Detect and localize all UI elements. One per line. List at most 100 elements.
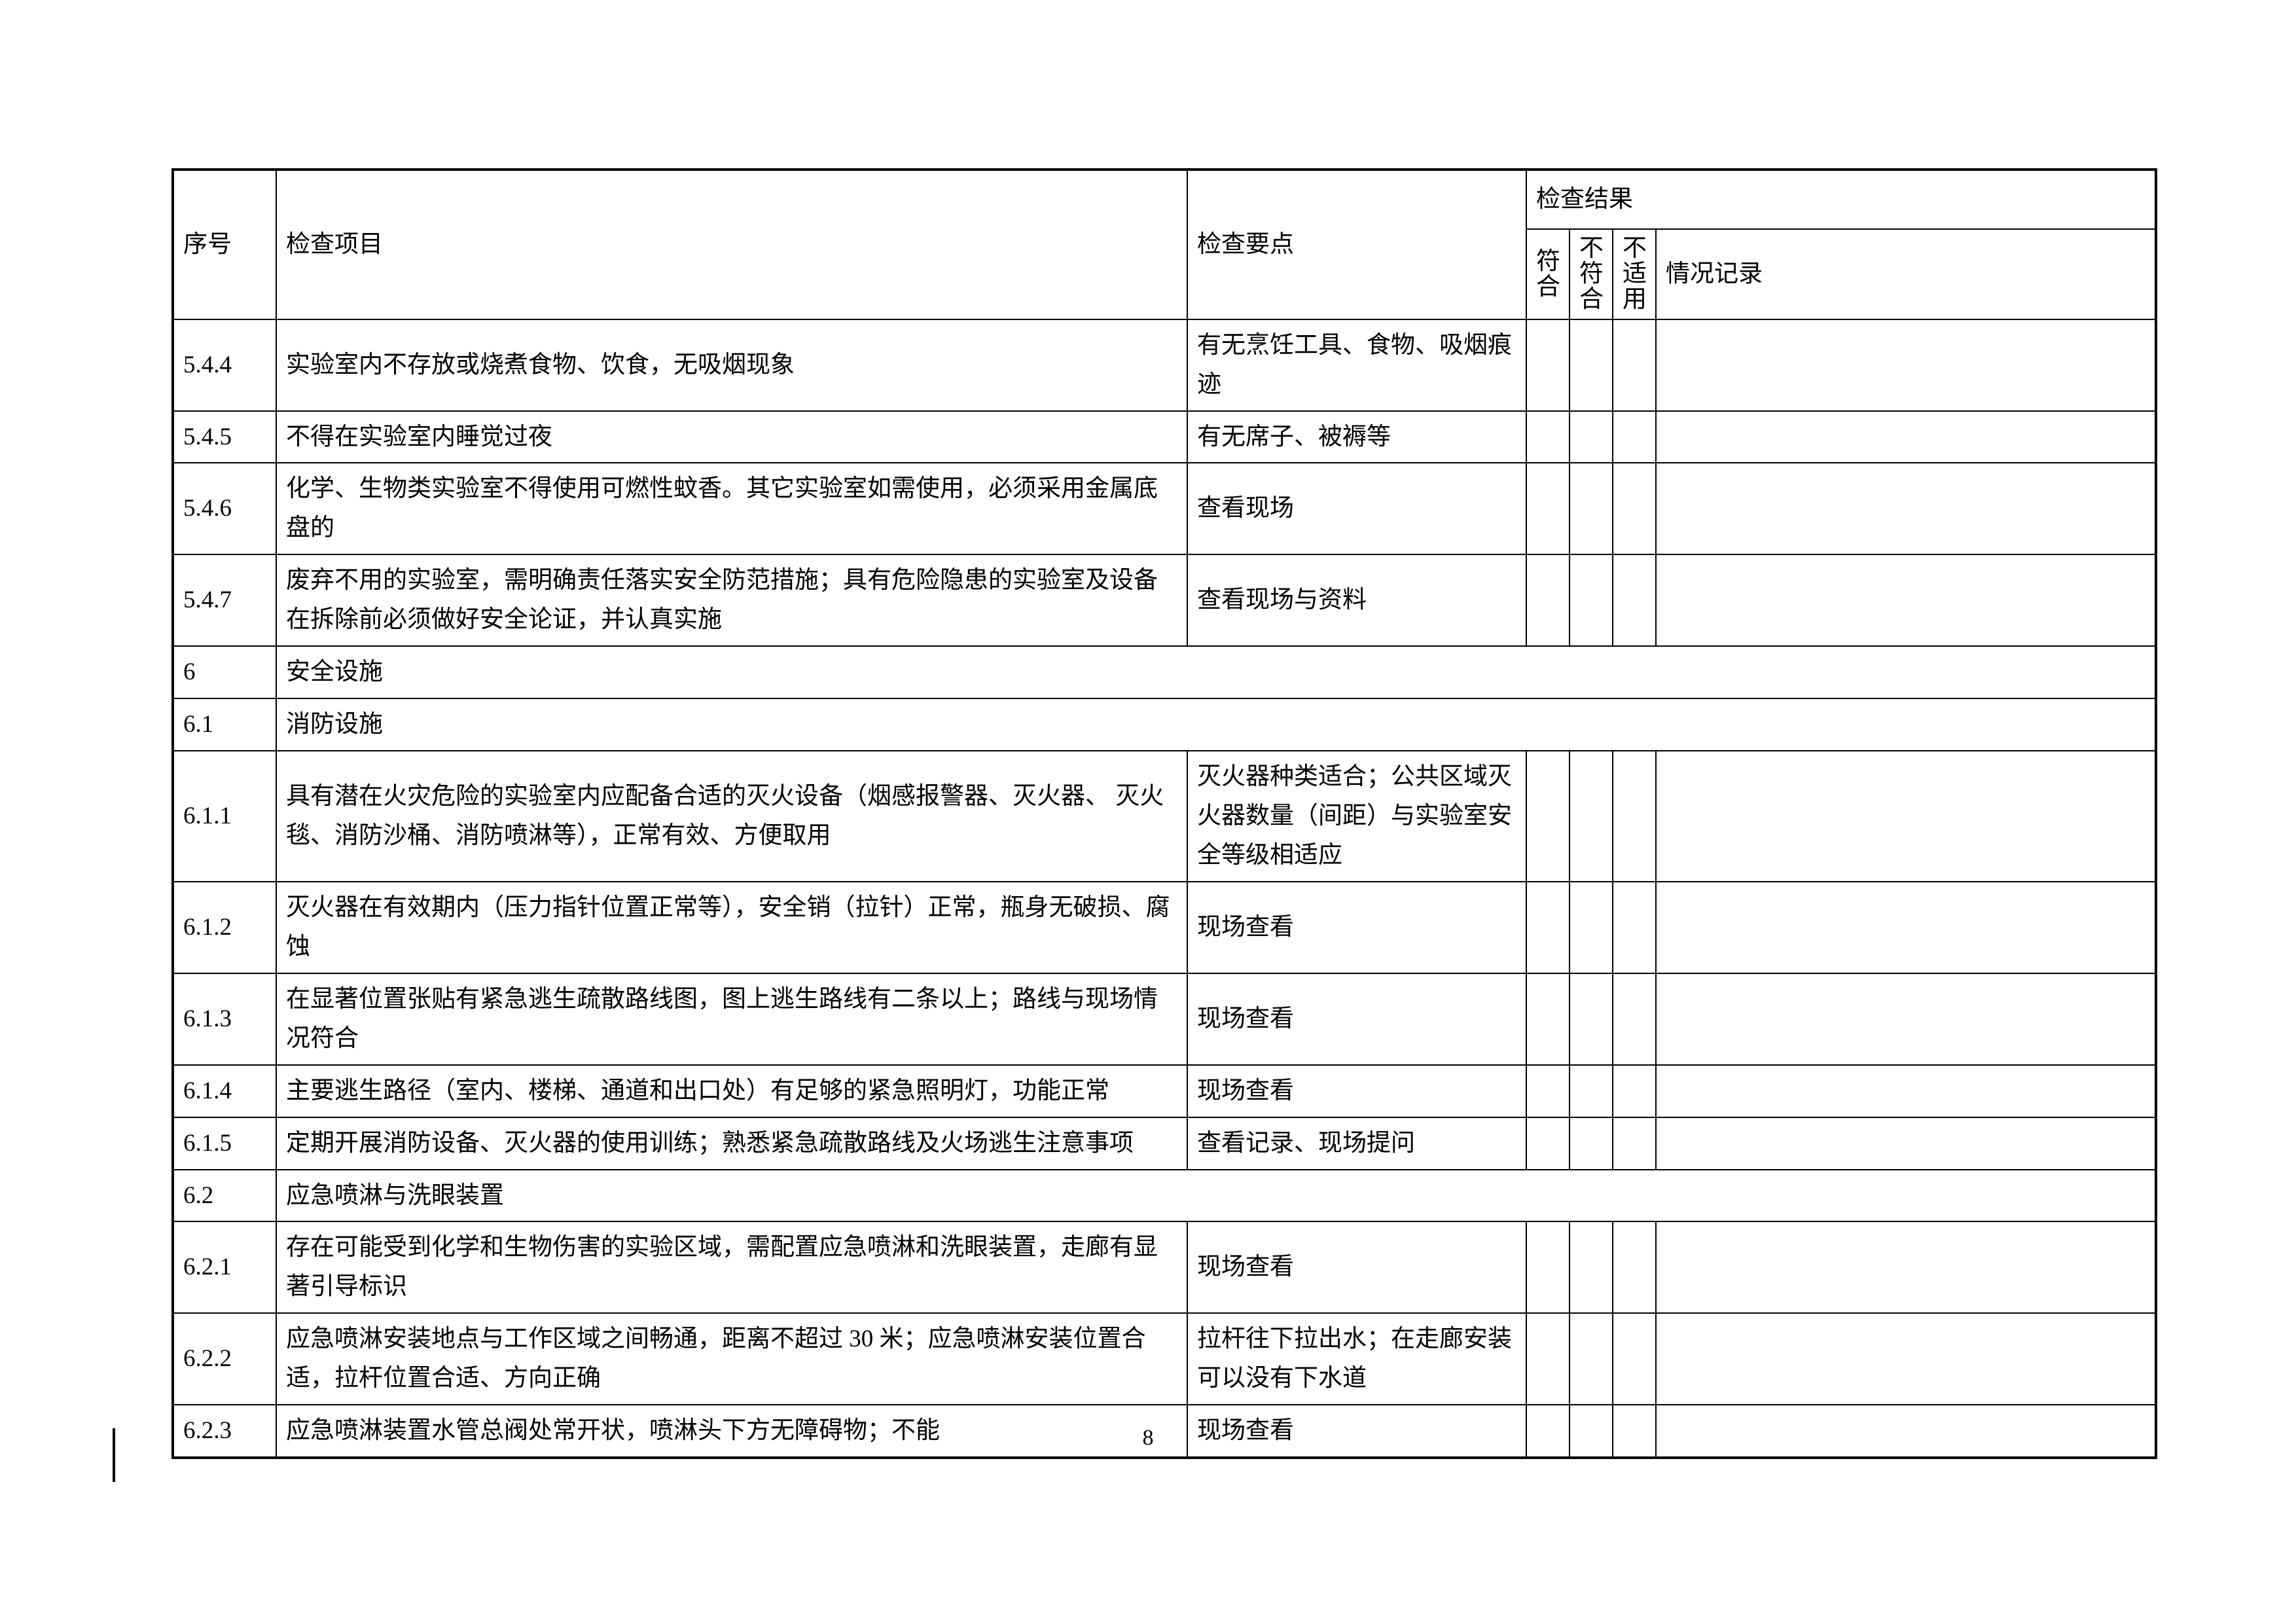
situation-record-cell[interactable] xyxy=(1655,318,2157,412)
inspection-item: 定期开展消防设备、灭火器的使用训练；熟悉紧急疏散路线及火场逃生注意事项 xyxy=(276,1116,1188,1170)
header-seq: 序号 xyxy=(172,169,277,320)
row-number: 6.1.2 xyxy=(172,880,277,974)
inspection-point: 有无席子、被褥等 xyxy=(1187,410,1527,464)
header-not-applicable: 不适用 xyxy=(1612,228,1657,320)
page-number: 8 xyxy=(1142,1426,1154,1450)
result-nonconform-cell[interactable] xyxy=(1569,318,1613,412)
result-conform-cell[interactable] xyxy=(1526,1221,1570,1314)
inspection-point: 现场查看 xyxy=(1187,1221,1527,1314)
result-conform-cell[interactable] xyxy=(1526,318,1570,412)
result-not-applicable-cell[interactable] xyxy=(1612,750,1657,882)
inspection-item: 主要逃生路径（室内、楼梯、通道和出口处）有足够的紧急照明灯，功能正常 xyxy=(276,1064,1188,1118)
result-conform-cell[interactable] xyxy=(1526,1116,1570,1170)
result-nonconform-cell[interactable] xyxy=(1569,1404,1613,1459)
inspection-point: 查看现场与资料 xyxy=(1187,554,1527,647)
row-number: 6.1.1 xyxy=(172,750,277,882)
table-row: 6.1.5 定期开展消防设备、灭火器的使用训练；熟悉紧急疏散路线及火场逃生注意事项… xyxy=(172,1116,2157,1170)
situation-record-cell[interactable] xyxy=(1655,972,2157,1066)
row-number: 6.1 xyxy=(172,698,277,752)
situation-record-cell[interactable] xyxy=(1655,1312,2157,1406)
header-row-bottom: 符合 不符合 不适用 情况记录 xyxy=(173,228,2157,320)
inspection-point: 拉杆往下拉出水；在走廊安装可以没有下水道 xyxy=(1187,1312,1527,1406)
row-number: 6.2.2 xyxy=(172,1312,277,1406)
result-not-applicable-cell[interactable] xyxy=(1612,1221,1657,1314)
situation-record-cell[interactable] xyxy=(1655,1221,2157,1314)
result-conform-cell[interactable] xyxy=(1526,554,1570,647)
table-body: 5.4.4 实验室内不存放或烧煮食物、饮食，无吸烟现象 有无烹饪工具、食物、吸烟痕迹… xyxy=(172,318,2157,1459)
result-not-applicable-cell[interactable] xyxy=(1612,1312,1657,1406)
row-number: 6.2 xyxy=(172,1168,277,1223)
result-not-applicable-cell[interactable] xyxy=(1612,1064,1657,1118)
inspection-point: 有无烹饪工具、食物、吸烟痕迹 xyxy=(1187,318,1527,412)
result-not-applicable-cell[interactable] xyxy=(1612,1116,1657,1170)
result-nonconform-cell[interactable] xyxy=(1569,1064,1613,1118)
situation-record-cell[interactable] xyxy=(1655,750,2157,882)
result-nonconform-cell[interactable] xyxy=(1569,1312,1613,1406)
result-nonconform-cell[interactable] xyxy=(1569,1116,1613,1170)
result-nonconform-cell[interactable] xyxy=(1569,972,1613,1066)
result-not-applicable-cell[interactable] xyxy=(1612,318,1657,412)
inspection-point: 查看现场 xyxy=(1187,462,1527,556)
result-conform-cell[interactable] xyxy=(1526,410,1570,464)
inspection-item: 在显著位置张贴有紧急逃生疏散路线图，图上逃生路线有二条以上；路线与现场情况符合 xyxy=(276,972,1188,1066)
result-conform-cell[interactable] xyxy=(1526,750,1570,882)
result-not-applicable-cell[interactable] xyxy=(1612,880,1657,974)
row-number: 6.1.5 xyxy=(172,1116,277,1170)
situation-record-cell[interactable] xyxy=(1655,1404,2157,1459)
table-row: 6.2.1 存在可能受到化学和生物伤害的实验区域，需配置应急喷淋和洗眼装置，走廊有… xyxy=(172,1221,2157,1314)
inspection-point: 现场查看 xyxy=(1187,1404,1527,1459)
row-number: 6.2.3 xyxy=(172,1404,277,1459)
table-row: 5.4.5 不得在实验室内睡觉过夜 有无席子、被褥等 xyxy=(172,410,2157,464)
result-not-applicable-cell[interactable] xyxy=(1612,1404,1657,1459)
table-header: 序号 检查项目 检查要点 检查结果 符合 不符合 不适用 情况记录 xyxy=(172,169,2157,320)
situation-record-cell[interactable] xyxy=(1655,1064,2157,1118)
checklist-table-container: 序号 检查项目 检查要点 检查结果 符合 不符合 不适用 情况记录 5.4.4 实… xyxy=(171,168,2157,1460)
row-number: 5.4.5 xyxy=(172,410,277,464)
situation-record-cell[interactable] xyxy=(1655,462,2157,556)
situation-record-cell[interactable] xyxy=(1655,410,2157,464)
result-nonconform-cell[interactable] xyxy=(1569,410,1613,464)
situation-record-cell[interactable] xyxy=(1655,880,2157,974)
table-row: 6.1.4 主要逃生路径（室内、楼梯、通道和出口处）有足够的紧急照明灯，功能正常现… xyxy=(172,1064,2157,1118)
result-conform-cell[interactable] xyxy=(1526,880,1570,974)
inspection-item: 实验室内不存放或烧煮食物、饮食，无吸烟现象 xyxy=(276,318,1188,412)
section-row: 6 安全设施 xyxy=(172,645,2157,700)
row-number: 6 xyxy=(172,645,277,700)
table-row: 6.1.1 具有潜在火灾危险的实验室内应配备合适的灭火设备（烟感报警器、灭火器、 … xyxy=(172,750,2157,882)
result-conform-cell[interactable] xyxy=(1526,1312,1570,1406)
result-not-applicable-cell[interactable] xyxy=(1612,554,1657,647)
header-record: 情况记录 xyxy=(1655,228,2157,320)
row-number: 6.2.1 xyxy=(172,1221,277,1314)
result-conform-cell[interactable] xyxy=(1526,462,1570,556)
result-not-applicable-cell[interactable] xyxy=(1612,972,1657,1066)
result-nonconform-cell[interactable] xyxy=(1569,880,1613,974)
result-nonconform-cell[interactable] xyxy=(1569,1221,1613,1314)
situation-record-cell[interactable] xyxy=(1655,1116,2157,1170)
inspection-point: 现场查看 xyxy=(1187,1064,1527,1118)
result-nonconform-cell[interactable] xyxy=(1569,554,1613,647)
section-row: 6.1 消防设施 xyxy=(172,698,2157,752)
table-row: 6.2.3 应急喷淋装置水管总阀处常开状，喷淋头下方无障碍物；不能 现场查看 xyxy=(172,1404,2157,1459)
result-conform-cell[interactable] xyxy=(1526,1064,1570,1118)
table-row: 5.4.4 实验室内不存放或烧煮食物、饮食，无吸烟现象 有无烹饪工具、食物、吸烟痕迹 xyxy=(172,318,2157,412)
row-number: 6.1.3 xyxy=(172,972,277,1066)
revision-change-bar xyxy=(113,1428,115,1482)
result-nonconform-cell[interactable] xyxy=(1569,462,1613,556)
inspection-item: 不得在实验室内睡觉过夜 xyxy=(276,410,1188,464)
row-number: 5.4.4 xyxy=(172,318,277,412)
inspection-point: 查看记录、现场提问 xyxy=(1187,1116,1527,1170)
inspection-item: 应急喷淋安装地点与工作区域之间畅通，距离不超过 30 米；应急喷淋安装位置合适，… xyxy=(276,1312,1188,1406)
result-not-applicable-cell[interactable] xyxy=(1612,462,1657,556)
header-item: 检查项目 xyxy=(276,169,1188,320)
section-title: 应急喷淋与洗眼装置 xyxy=(276,1168,2157,1223)
result-conform-cell[interactable] xyxy=(1526,972,1570,1066)
result-not-applicable-cell[interactable] xyxy=(1612,410,1657,464)
result-nonconform-cell[interactable] xyxy=(1569,750,1613,882)
row-number: 5.4.6 xyxy=(172,462,277,556)
table-row: 5.4.7 废弃不用的实验室，需明确责任落实安全防范措施；具有危险隐患的实验室及设… xyxy=(172,554,2157,647)
inspection-point: 现场查看 xyxy=(1187,972,1527,1066)
header-row-top: 序号 检查项目 检查要点 检查结果 xyxy=(172,169,2157,320)
situation-record-cell[interactable] xyxy=(1655,554,2157,647)
result-conform-cell[interactable] xyxy=(1526,1404,1570,1459)
